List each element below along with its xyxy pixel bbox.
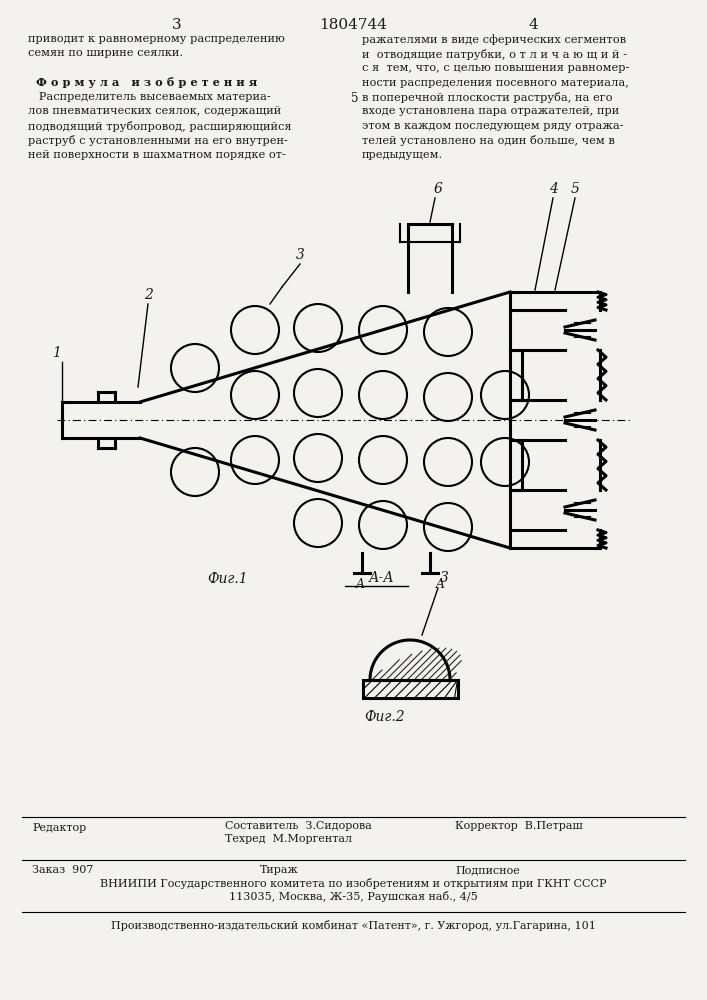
Text: 2: 2 — [144, 288, 153, 302]
Text: предыдущем.: предыдущем. — [362, 150, 443, 160]
Text: Производственно-издательский комбинат «Патент», г. Ужгород, ул.Гагарина, 101: Производственно-издательский комбинат «П… — [110, 920, 595, 931]
Text: 3: 3 — [296, 248, 305, 262]
Text: Ф о р м у л а   и з о б р е т е н и я: Ф о р м у л а и з о б р е т е н и я — [28, 78, 257, 89]
Text: с я  тем, что, с целью повышения равномер-: с я тем, что, с целью повышения равномер… — [362, 63, 629, 73]
Text: 3: 3 — [440, 571, 449, 585]
Text: 4: 4 — [528, 18, 538, 32]
Text: этом в каждом последующем ряду отража-: этом в каждом последующем ряду отража- — [362, 121, 624, 131]
Text: 6: 6 — [433, 182, 443, 196]
Text: лов пневматических сеялок, содержащий: лов пневматических сеялок, содержащий — [28, 106, 281, 116]
Text: Техред  М.Моргентал: Техред М.Моргентал — [225, 834, 352, 844]
Text: ности распределения посевного материала,: ности распределения посевного материала, — [362, 78, 629, 88]
Text: раструб с установленными на его внутрен-: раструб с установленными на его внутрен- — [28, 135, 288, 146]
Text: A: A — [356, 578, 365, 591]
Text: Составитель  З.Сидорова: Составитель З.Сидорова — [225, 821, 372, 831]
Text: подводящий трубопровод, расширяющийся: подводящий трубопровод, расширяющийся — [28, 121, 291, 132]
Text: 5: 5 — [351, 92, 358, 105]
Text: ражателями в виде сферических сегментов: ражателями в виде сферических сегментов — [362, 34, 626, 45]
Text: входе установлена пара отражателей, при: входе установлена пара отражателей, при — [362, 106, 619, 116]
Text: 113035, Москва, Ж-35, Раушская наб., 4/5: 113035, Москва, Ж-35, Раушская наб., 4/5 — [228, 891, 477, 902]
Text: телей установлено на один больше, чем в: телей установлено на один больше, чем в — [362, 135, 615, 146]
Text: в поперечной плоскости раструба, на его: в поперечной плоскости раструба, на его — [362, 92, 612, 103]
Text: ней поверхности в шахматном порядке от-: ней поверхности в шахматном порядке от- — [28, 150, 286, 160]
Text: 1804744: 1804744 — [319, 18, 387, 32]
Text: Фиг.1: Фиг.1 — [208, 572, 248, 586]
Text: Заказ  907: Заказ 907 — [32, 865, 93, 875]
Text: 5: 5 — [571, 182, 580, 196]
Text: семян по ширине сеялки.: семян по ширине сеялки. — [28, 48, 183, 58]
Text: ВНИИПИ Государственного комитета по изобретениям и открытиям при ГКНТ СССР: ВНИИПИ Государственного комитета по изоб… — [100, 878, 606, 889]
Text: и  отводящие патрубки, о т л и ч а ю щ и й -: и отводящие патрубки, о т л и ч а ю щ и … — [362, 48, 627, 60]
Text: А-А: А-А — [369, 571, 395, 585]
Text: Тираж: Тираж — [260, 865, 299, 875]
Text: приводит к равномерному распределению: приводит к равномерному распределению — [28, 34, 285, 44]
Bar — [363, 680, 457, 698]
Text: Фиг.2: Фиг.2 — [365, 710, 405, 724]
Text: Редактор: Редактор — [32, 823, 86, 833]
Text: 1: 1 — [52, 346, 60, 360]
Text: 3: 3 — [173, 18, 182, 32]
Text: Корректор  В.Петраш: Корректор В.Петраш — [455, 821, 583, 831]
Text: Распределитель высеваемых материа-: Распределитель высеваемых материа- — [28, 92, 271, 102]
Text: A: A — [436, 578, 445, 591]
Text: 4: 4 — [549, 182, 557, 196]
Text: Подписное: Подписное — [455, 865, 520, 875]
